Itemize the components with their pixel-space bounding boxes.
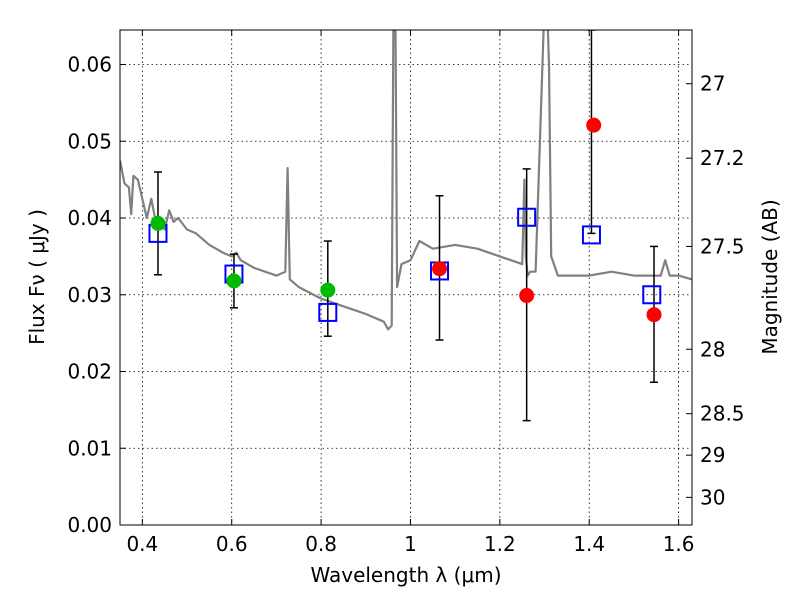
right-tick-label: 27 — [700, 72, 725, 96]
x-axis-label: Wavelength λ (μm) — [310, 563, 501, 587]
photometry-circles — [150, 117, 662, 323]
right-tick-label: 29 — [700, 443, 725, 467]
y-tick-label: 0.00 — [67, 513, 112, 537]
y-tick-label: 0.03 — [67, 283, 112, 307]
x-tick-label: 1.2 — [484, 532, 516, 556]
red-point — [646, 307, 662, 323]
photometry-square — [517, 207, 537, 227]
y-axis-label-left: Flux Fν ( μJy ) — [25, 209, 49, 345]
plot-frame — [119, 29, 693, 526]
x-tick-label: 0.8 — [305, 532, 337, 556]
grid-lines — [120, 30, 692, 525]
y-tick-label: 0.05 — [67, 129, 112, 153]
photometry-squares — [148, 207, 662, 322]
red-point — [432, 261, 448, 277]
right-tick-label: 28.5 — [700, 402, 745, 426]
right-tick-label: 27.2 — [700, 146, 745, 170]
y-tick-label: 0.01 — [67, 436, 112, 460]
y-tick-label: 0.04 — [67, 206, 112, 230]
red-point — [519, 288, 535, 304]
right-tick-label: 27.5 — [700, 234, 745, 258]
photometry-square — [581, 225, 601, 245]
green-point — [150, 215, 166, 231]
x-tick-label: 0.6 — [216, 532, 248, 556]
axis-ticks — [120, 30, 692, 526]
y-tick-label: 0.06 — [67, 53, 112, 77]
y-tick-label: 0.02 — [67, 360, 112, 384]
error-bars — [153, 30, 659, 422]
red-point — [586, 117, 602, 133]
y-axis-label-right: Magnitude (AB) — [758, 199, 782, 354]
x-tick-label: 1.6 — [663, 532, 695, 556]
spectrum-line — [120, 30, 692, 331]
right-tick-label: 30 — [700, 485, 725, 509]
green-point — [320, 282, 336, 298]
x-tick-label: 1.4 — [573, 532, 605, 556]
photometry-square — [318, 302, 338, 322]
right-tick-label: 28 — [700, 337, 725, 361]
x-tick-label: 1 — [404, 532, 417, 556]
green-point — [226, 273, 242, 289]
tick-labels: 0.4 0.6 0.8 1 1.2 1.4 1.6 0.00 0.01 0.02 0.03 0.04 0… — [67, 53, 744, 556]
x-tick-label: 0.4 — [126, 532, 158, 556]
model-spectrum — [120, 30, 692, 331]
photometry-square — [642, 285, 662, 305]
